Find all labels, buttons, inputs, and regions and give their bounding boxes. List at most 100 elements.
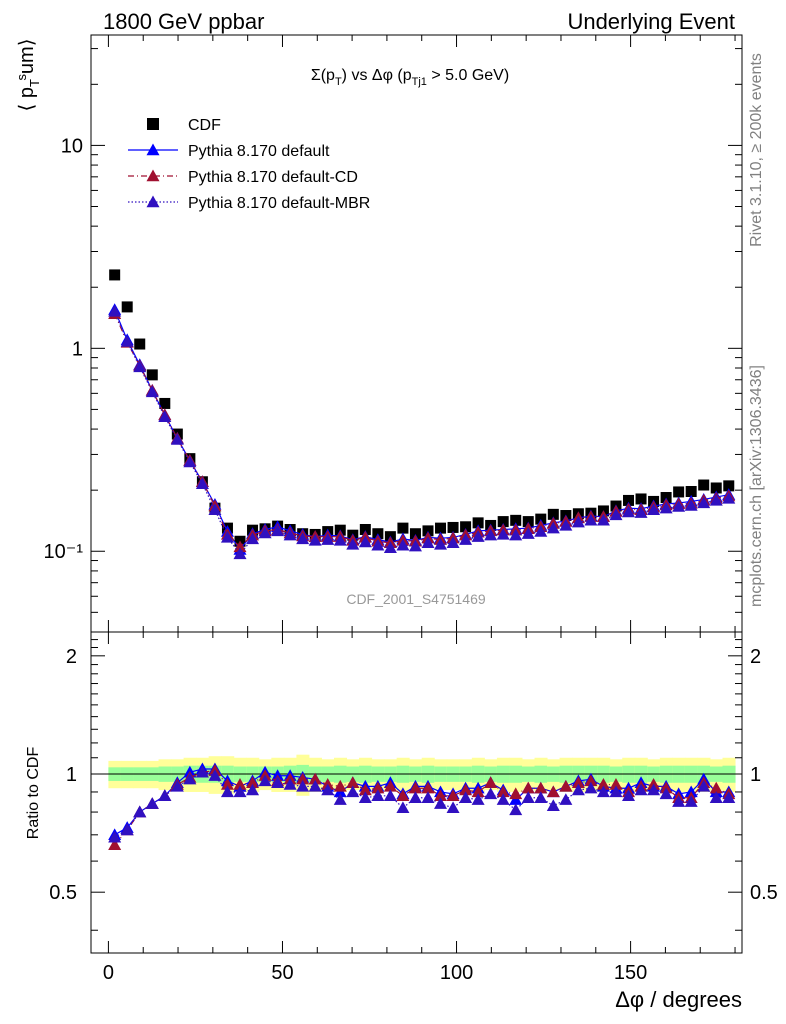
y-tick-label-right: 0.5 — [750, 882, 778, 904]
y-tick-label-right: 2 — [750, 646, 761, 668]
legend-label: CDF — [188, 117, 221, 134]
main-series — [108, 269, 736, 560]
data-point-triangle — [559, 779, 573, 792]
data-point-triangle — [296, 779, 310, 792]
ratio-panel: 0 50 100 150 0.5 0.5 1 1 2 2 Ratio to CDF Δφ / de… — [25, 631, 778, 1012]
data-point-triangle — [346, 785, 360, 798]
data-point-triangle — [584, 513, 598, 526]
data-point-triangle — [584, 781, 598, 794]
y-tick-label: 1 — [66, 764, 77, 786]
data-point-triangle — [383, 789, 397, 802]
data-point-triangle — [371, 781, 385, 794]
title-part: T — [335, 76, 342, 88]
data-point-triangle — [459, 791, 473, 803]
ratio-frame — [90, 631, 743, 954]
legend: CDF Pythia 8.170 default Pythia 8.170 defa… — [128, 117, 370, 212]
watermark: CDF_2001_S4751469 — [346, 591, 486, 607]
data-point-square — [409, 528, 421, 540]
data-point-triangle — [308, 533, 322, 546]
data-point-square — [435, 522, 447, 534]
x-axis-label: Δφ / degrees — [615, 987, 742, 1012]
data-point-square — [472, 517, 484, 529]
data-point-triangle — [459, 533, 473, 545]
y-tick-label: 10⁻¹ — [44, 541, 84, 563]
data-point-triangle — [296, 532, 310, 545]
data-point-triangle — [471, 793, 485, 805]
data-point-triangle — [396, 801, 410, 814]
data-point-triangle — [421, 791, 435, 803]
data-point-triangle — [208, 769, 222, 781]
data-point-triangle — [546, 799, 560, 811]
data-point-triangle — [120, 335, 134, 347]
data-point-triangle — [471, 785, 485, 798]
data-point-square — [685, 485, 697, 497]
data-point-square — [447, 521, 459, 533]
data-point-square — [134, 338, 146, 350]
title-part: > 5.0 GeV) — [427, 67, 509, 84]
data-point-triangle — [647, 783, 661, 796]
data-point-triangle — [170, 433, 184, 445]
data-point-triangle — [684, 795, 698, 807]
data-point-square — [460, 521, 472, 533]
data-point-triangle — [509, 787, 523, 800]
data-point-square — [121, 301, 133, 313]
data-point-triangle — [296, 772, 310, 785]
data-point-triangle — [258, 526, 272, 539]
data-point-triangle — [609, 778, 623, 790]
data-point-triangle — [471, 530, 485, 542]
y-tick-label-right: 1 — [750, 764, 761, 786]
data-point-square — [547, 508, 559, 520]
data-point-triangle — [408, 539, 422, 552]
data-point-square — [497, 516, 509, 528]
data-point-square — [522, 516, 534, 528]
legend-marker-triangle — [146, 143, 160, 156]
data-point-triangle — [571, 783, 585, 796]
data-point-square — [146, 369, 158, 381]
data-point-triangle — [722, 491, 736, 504]
data-point-triangle — [609, 508, 623, 521]
data-point-triangle — [659, 501, 673, 514]
data-point-triangle — [521, 527, 535, 539]
data-point-triangle — [421, 536, 435, 549]
data-point-triangle — [333, 533, 347, 546]
ylabel-part: ⟨ p — [16, 87, 38, 111]
data-point-triangle — [584, 774, 598, 787]
data-point-triangle — [246, 783, 260, 796]
data-point-triangle — [609, 785, 623, 798]
data-point-triangle — [596, 778, 610, 790]
data-point-triangle — [246, 776, 260, 788]
data-point-square — [159, 397, 171, 409]
data-point-triangle — [697, 496, 711, 509]
data-point-triangle — [220, 778, 234, 790]
data-point-triangle — [596, 513, 610, 526]
data-point-triangle — [709, 781, 723, 794]
data-point-triangle — [108, 304, 122, 317]
data-point-triangle — [408, 781, 422, 794]
data-point-square — [623, 494, 635, 506]
data-point-triangle — [371, 789, 385, 802]
data-point-triangle — [371, 538, 385, 551]
legend-marker-triangle — [146, 195, 160, 208]
data-point-triangle — [220, 785, 234, 798]
data-point-triangle — [722, 791, 736, 803]
title-part: ) vs Δφ (p — [342, 67, 412, 84]
data-point-triangle — [170, 779, 184, 792]
data-point-triangle — [358, 535, 372, 548]
title-part: Σ(p — [311, 67, 335, 84]
x-tick-label: 50 — [271, 962, 293, 984]
data-point-triangle — [396, 789, 410, 802]
ylabel-part: um⟩ — [16, 38, 38, 74]
data-point-triangle — [358, 791, 372, 803]
x-tick-label: 0 — [103, 962, 114, 984]
data-point-triangle — [133, 805, 147, 818]
data-point-square — [723, 480, 735, 492]
data-point-triangle — [546, 521, 560, 534]
data-point-triangle — [434, 797, 448, 809]
y-tick-label: 0.5 — [49, 882, 77, 904]
data-point-triangle — [233, 547, 247, 560]
header-left: 1800 GeV ppbar — [103, 9, 264, 34]
data-point-triangle — [183, 455, 197, 468]
data-point-triangle — [571, 515, 585, 528]
